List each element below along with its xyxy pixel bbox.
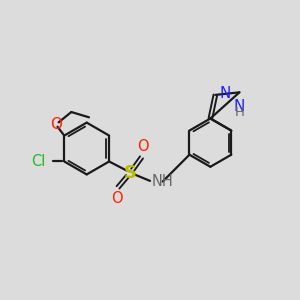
Text: S: S: [124, 164, 137, 182]
Text: O: O: [50, 117, 62, 132]
Text: H: H: [235, 106, 245, 119]
Text: N: N: [220, 86, 231, 101]
Text: O: O: [137, 139, 149, 154]
Text: N: N: [234, 99, 245, 114]
Text: Cl: Cl: [32, 154, 46, 169]
Text: NH: NH: [152, 174, 174, 189]
Text: O: O: [111, 191, 122, 206]
